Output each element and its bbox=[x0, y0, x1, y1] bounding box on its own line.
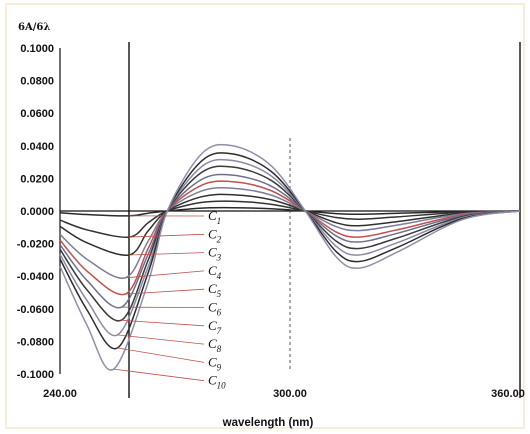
y-tick-label: -0.1000 bbox=[17, 369, 54, 381]
series-label-c10: C10 bbox=[208, 373, 226, 391]
series-label-c3: C3 bbox=[208, 245, 222, 263]
y-tick-label: 0.1000 bbox=[20, 43, 54, 55]
series-label-c2: C2 bbox=[208, 226, 222, 244]
label-leader-line bbox=[117, 347, 205, 363]
y-tick-label: 0.0200 bbox=[20, 173, 54, 185]
series-label-c5: C5 bbox=[208, 281, 222, 299]
series-line-c4 bbox=[59, 186, 521, 279]
series-line-c6 bbox=[59, 173, 521, 309]
series-line-c9 bbox=[59, 152, 521, 350]
y-tick-label: 0.0400 bbox=[20, 141, 54, 153]
series-line-c2 bbox=[59, 200, 521, 238]
x-tick-label: 240.00 bbox=[43, 388, 77, 400]
label-leader-line bbox=[128, 233, 205, 238]
chart-frame bbox=[5, 3, 525, 429]
series-label-c4: C4 bbox=[208, 263, 222, 281]
y-axis-label: 6A/6λ bbox=[18, 22, 50, 33]
x-tick-label: 300.00 bbox=[273, 388, 307, 400]
y-tick-label: -0.0200 bbox=[17, 239, 54, 251]
y-tick-label: 0.0800 bbox=[20, 76, 54, 88]
y-tick-label: -0.0400 bbox=[17, 271, 54, 283]
label-leader-line bbox=[117, 334, 205, 345]
series-label-c7: C7 bbox=[208, 318, 222, 336]
series-label-c1: C1 bbox=[208, 208, 221, 226]
label-leader-line bbox=[113, 368, 205, 382]
series-label-c8: C8 bbox=[208, 336, 222, 354]
x-tick-label: 360.00 bbox=[491, 388, 525, 400]
y-tick-label: -0.0600 bbox=[17, 304, 54, 316]
label-leader-line bbox=[125, 288, 205, 295]
label-leader-line bbox=[121, 319, 205, 327]
y-tick-label: 0.0600 bbox=[20, 108, 54, 120]
label-leader-line bbox=[125, 270, 205, 279]
label-leader-line bbox=[128, 252, 205, 256]
series-line-c3 bbox=[59, 193, 521, 256]
y-tick-label: -0.0800 bbox=[17, 336, 54, 348]
y-tick-label: 0.0000 bbox=[20, 206, 54, 218]
x-axis-label: wavelength (nm) bbox=[222, 417, 314, 429]
series-line-c7 bbox=[59, 165, 521, 322]
series-line-c8 bbox=[59, 158, 521, 337]
series-label-c6: C6 bbox=[208, 300, 222, 318]
series-line-c5 bbox=[59, 180, 521, 296]
series-label-c9: C9 bbox=[208, 354, 222, 372]
